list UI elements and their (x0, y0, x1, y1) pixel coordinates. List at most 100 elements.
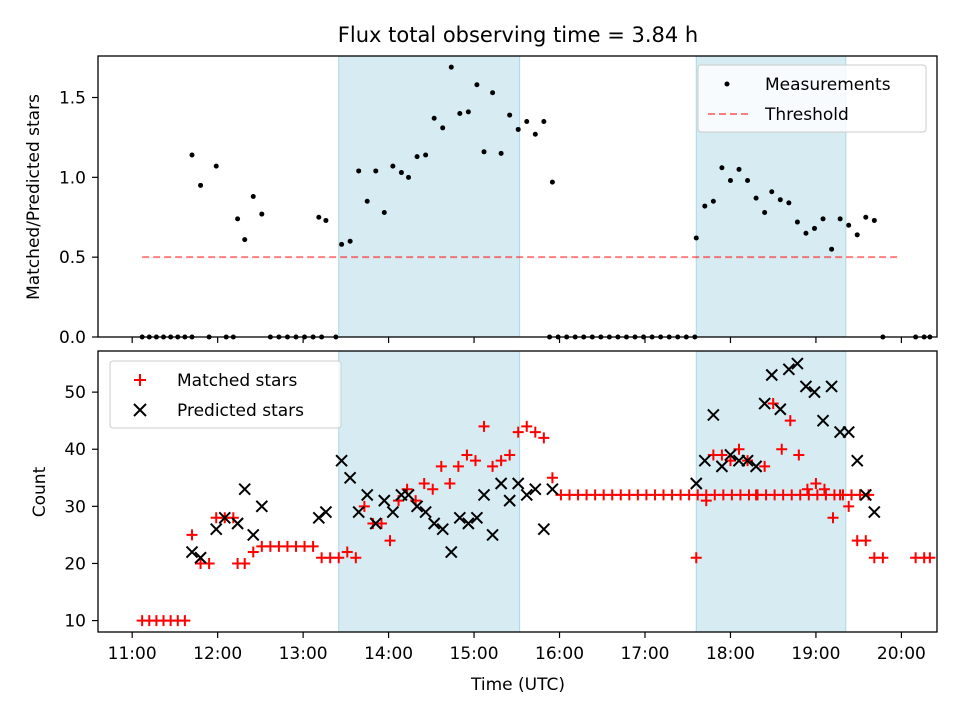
matched-star-marker (759, 460, 771, 472)
legend-threshold-label: Threshold (764, 105, 849, 125)
legend-measurements-marker (724, 81, 730, 87)
matched-star-marker (435, 460, 447, 472)
x-tick-label: 15:00 (450, 644, 499, 664)
predicted-star-marker (690, 477, 703, 490)
measurement-point (829, 246, 835, 252)
predicted-star-marker (537, 522, 551, 536)
matched-star-marker (358, 500, 370, 512)
matched-star-marker (469, 455, 481, 467)
matched-star-marker (827, 512, 839, 524)
predicted-star-marker (247, 528, 260, 542)
predicted-star-marker (503, 494, 516, 507)
shaded-interval (695, 350, 847, 633)
legend-predicted-label: Predicted stars (177, 401, 304, 421)
measurement-point (381, 209, 387, 215)
predicted-star-marker (520, 488, 533, 502)
measurement-point (498, 150, 504, 156)
top-y-tick-label: 0.0 (59, 328, 86, 348)
matched-star-marker (341, 546, 353, 558)
predicted-star-marker (808, 385, 821, 399)
measurement-point (364, 198, 370, 204)
predicted-star-marker (851, 454, 864, 467)
matched-star-marker (179, 615, 191, 627)
matched-star-marker (546, 472, 558, 484)
matched-star-marker (700, 495, 712, 507)
predicted-star-marker (419, 505, 432, 519)
top-panel-frame (97, 55, 938, 338)
predicted-star-marker (765, 368, 778, 382)
measurement-point (777, 197, 783, 203)
predicted-star-marker (194, 551, 207, 564)
legend-matched-label: Matched stars (177, 371, 297, 391)
matched-star-marker (784, 415, 796, 427)
measurement-point (347, 238, 353, 244)
bottom-y-tick-label: 20 (64, 554, 86, 574)
matched-star-marker (776, 443, 788, 455)
top-y-tick-label: 0.5 (59, 248, 86, 268)
predicted-star-marker (361, 488, 374, 502)
predicted-star-marker (410, 500, 424, 513)
measurement-point (356, 168, 362, 174)
x-tick-label: 16:00 (535, 644, 584, 664)
matched-star-marker (810, 478, 822, 490)
predicted-star-marker (749, 460, 763, 473)
legend-matched-marker (134, 374, 146, 386)
matched-star-marker (818, 483, 830, 495)
matched-star-marker (793, 449, 805, 461)
predicted-star-marker (529, 483, 542, 496)
measurement-point (736, 166, 742, 172)
measurement-point (481, 149, 487, 155)
predicted-star-marker (185, 545, 199, 559)
x-tick-label: 11:00 (108, 644, 157, 664)
predicted-star-marker (698, 454, 712, 467)
predicted-star-marker (791, 357, 804, 370)
predicted-star-marker (859, 488, 872, 502)
measurement-point (316, 214, 322, 220)
measurement-point (474, 82, 480, 88)
measurement-point (242, 237, 248, 243)
measurement-point (431, 115, 437, 121)
measurement-point (745, 178, 751, 184)
matched-star-marker (924, 552, 936, 564)
measurement-point (507, 112, 513, 118)
matched-star-marker (418, 478, 430, 490)
matched-star-marker (834, 489, 846, 501)
bottom-y-tick-label: 50 (64, 383, 86, 403)
matched-star-marker (186, 529, 198, 541)
top-y-tick-label: 1.0 (59, 168, 86, 188)
measurement-point (189, 152, 195, 158)
measurement-point (803, 230, 809, 236)
matched-star-marker (750, 489, 762, 501)
measurement-point (448, 64, 454, 70)
predicted-star-marker (462, 517, 475, 530)
matched-star-marker (452, 460, 464, 472)
measurement-point (198, 182, 204, 188)
predicted-star-marker (868, 505, 881, 519)
matched-star-marker (538, 432, 550, 444)
matched-star-marker (461, 449, 473, 461)
top-legend-box (697, 64, 927, 133)
x-axis-label: Time (UTC) (470, 675, 565, 695)
matched-star-marker (478, 420, 490, 432)
predicted-star-marker (427, 517, 441, 530)
predicted-star-marker (343, 471, 357, 485)
predicted-star-marker (758, 397, 771, 410)
predicted-star-marker (782, 363, 796, 376)
predicted-star-marker (477, 488, 491, 502)
matched-star-marker (239, 557, 251, 569)
top-y-tick-label: 1.5 (59, 89, 86, 109)
measurement-point (727, 178, 733, 184)
matched-star-marker (529, 426, 541, 438)
measurement-point (213, 163, 219, 169)
matched-star-marker (427, 483, 439, 495)
predicted-star-marker (453, 511, 467, 524)
matched-star-marker (247, 546, 259, 558)
measurement-point (541, 118, 547, 124)
matched-star-marker (512, 426, 524, 438)
predicted-star-marker (825, 380, 838, 393)
matched-star-marker (716, 449, 728, 461)
measurement-point (490, 90, 496, 96)
measurement-point (811, 225, 817, 231)
predicted-star-marker (352, 505, 365, 519)
